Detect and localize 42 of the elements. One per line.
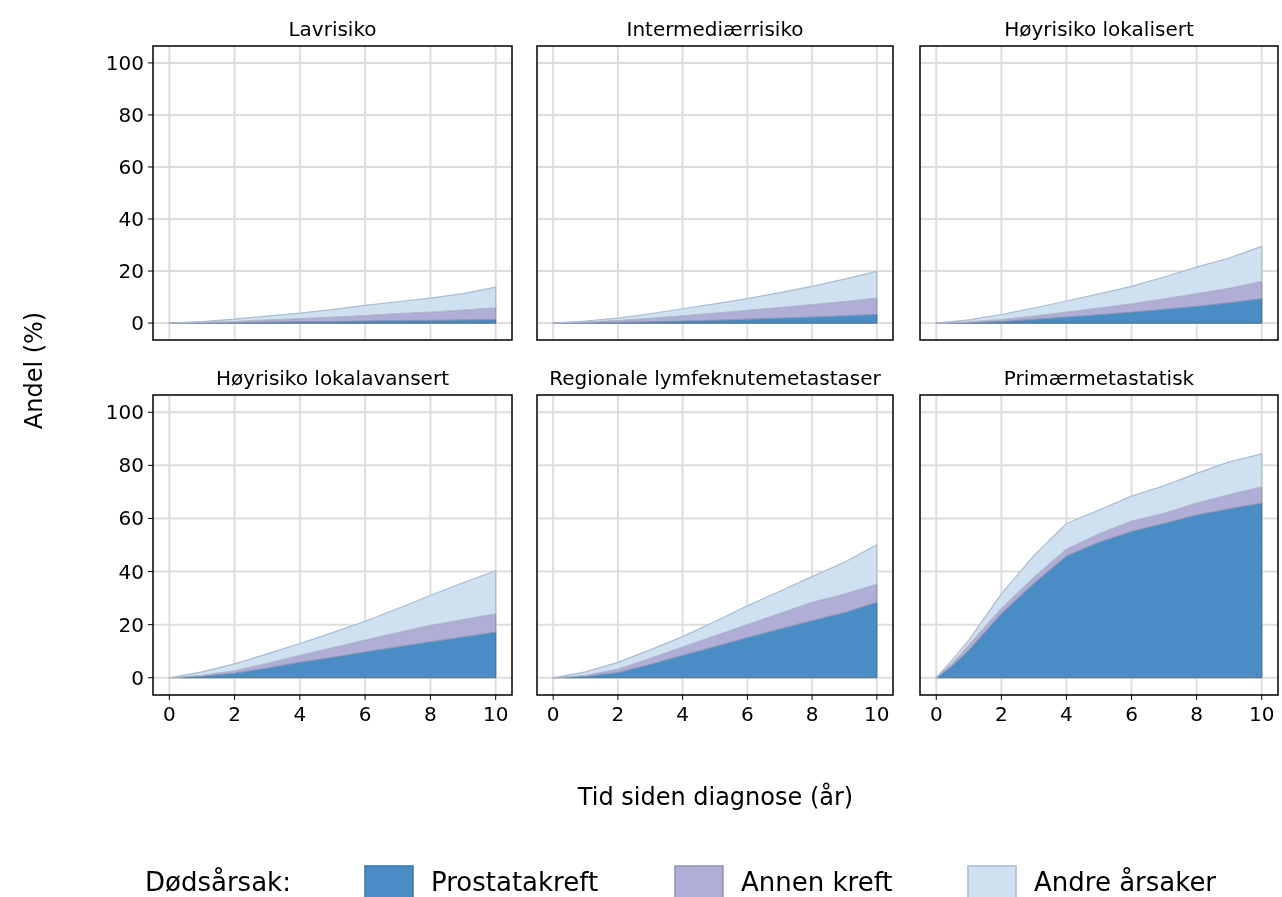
x-tick-label: 8	[424, 702, 437, 726]
legend-label: Annen kreft	[741, 867, 893, 897]
x-tick-label: 4	[676, 702, 689, 726]
x-tick-label: 10	[482, 702, 509, 726]
x-tick-label: 10	[1249, 702, 1275, 726]
x-tick-label: 10	[864, 702, 890, 726]
y-tick-label: 60	[118, 154, 144, 179]
x-tick-label: 2	[611, 702, 625, 726]
legend-title: Dødsårsak:	[145, 867, 291, 897]
x-tick-label: 4	[1060, 702, 1073, 726]
chart-title: Høyrisiko lokalisert	[1004, 17, 1194, 41]
x-tick-label: 4	[293, 702, 307, 726]
x-tick-label: 6	[741, 702, 754, 726]
x-tick-label: 2	[995, 702, 1008, 726]
chart-title: Intermediærrisiko	[626, 17, 804, 41]
y-tick-label: 60	[118, 506, 144, 531]
y-tick-label: 80	[118, 453, 144, 478]
chart-title: Primærmetastatisk	[1003, 366, 1195, 390]
x-tick-label: 0	[929, 702, 943, 726]
y-tick-label: 100	[105, 50, 144, 75]
x-tick-label: 2	[228, 702, 241, 726]
x-tick-label: 8	[1190, 702, 1203, 726]
x-tick-label: 8	[805, 702, 819, 726]
x-tick-label: 0	[162, 702, 176, 726]
chart-title: Regionale lymfeknutemetastaser	[549, 366, 882, 390]
y-tick-label: 40	[118, 207, 144, 232]
y-tick-label: 40	[118, 559, 144, 584]
chart-title: Lavrisiko	[288, 17, 377, 41]
x-tick-label: 6	[358, 702, 372, 726]
y-axis-title: Andel (%)	[20, 311, 48, 430]
y-tick-label: 100	[105, 400, 144, 425]
legend-label: Prostatakreft	[431, 867, 599, 897]
y-tick-label: 0	[131, 665, 144, 690]
x-tick-label: 6	[1125, 702, 1138, 726]
x-tick-label: 0	[546, 702, 560, 726]
y-tick-label: 20	[118, 259, 144, 284]
chart-title: Høyrisiko lokalavansert	[216, 366, 450, 390]
x-axis-title: Tid siden diagnose (år)	[576, 782, 854, 811]
y-tick-label: 80	[118, 102, 144, 127]
y-tick-label: 20	[118, 612, 144, 637]
y-tick-label: 0	[131, 311, 144, 336]
legend-label: Andre årsaker	[1034, 867, 1217, 897]
